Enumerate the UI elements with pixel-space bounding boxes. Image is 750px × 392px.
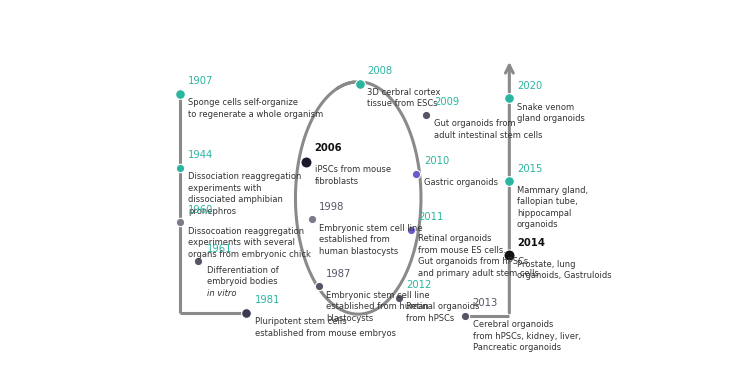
Text: iPSCs from mouse
fibroblasts: iPSCs from mouse fibroblasts: [315, 165, 391, 186]
Text: 2015: 2015: [517, 164, 542, 174]
Text: Differentiation of
embryoid bodies: Differentiation of embryoid bodies: [207, 266, 279, 286]
Text: 2008: 2008: [367, 66, 392, 76]
Text: Embryonic stem cell line
established from human
blastocysts: Embryonic stem cell line established fro…: [326, 290, 430, 323]
Text: 2009: 2009: [433, 97, 459, 107]
Text: Pluripotent stem cells
established from mouse embryos: Pluripotent stem cells established from …: [255, 317, 396, 338]
Text: 1998: 1998: [320, 201, 345, 212]
Text: 1944: 1944: [188, 150, 213, 160]
Text: Prostate, lung
organoids, Gastruloids: Prostate, lung organoids, Gastruloids: [517, 260, 611, 280]
Text: 1961: 1961: [207, 244, 232, 254]
Text: Retinal organoids
from mouse ES cells.
Gut organoids from hPSCs
and primary adul: Retinal organoids from mouse ES cells. G…: [418, 234, 539, 278]
Text: Sponge cells self-organize
to regenerate a whole organism: Sponge cells self-organize to regenerate…: [188, 98, 323, 119]
Text: in vitro: in vitro: [207, 289, 236, 298]
Text: 3D cerbral cortex
tissue from ESCs: 3D cerbral cortex tissue from ESCs: [367, 88, 440, 108]
Text: Dissociation reaggregation
experiments with
dissociated amphibian
pronephros: Dissociation reaggregation experiments w…: [188, 172, 302, 216]
Text: 2011: 2011: [418, 212, 443, 222]
Text: Embryonic stem cell line
established from
human blastocysts: Embryonic stem cell line established fro…: [320, 223, 423, 256]
Text: 1987: 1987: [326, 269, 352, 279]
Text: 1907: 1907: [188, 76, 213, 86]
Text: Dissocoation reaggregation
experiments with several
organs from embryonic chick: Dissocoation reaggregation experiments w…: [188, 227, 310, 259]
Text: Gut organoids from
adult intestinal stem cells: Gut organoids from adult intestinal stem…: [433, 120, 542, 140]
Text: Snake venom
gland organoids: Snake venom gland organoids: [517, 103, 585, 123]
Text: Gastric organoids: Gastric organoids: [424, 178, 498, 187]
Text: 1960: 1960: [188, 205, 213, 214]
Text: 2013: 2013: [472, 298, 498, 308]
Text: Retinal organoids
from hPSCs: Retinal organoids from hPSCs: [406, 302, 480, 323]
Text: 1981: 1981: [255, 295, 280, 305]
Text: 2012: 2012: [406, 280, 432, 290]
Text: 2006: 2006: [315, 143, 342, 153]
Text: Cerebral organoids
from hPSCs, kidney, liver,
Pancreatic organoids: Cerebral organoids from hPSCs, kidney, l…: [472, 320, 580, 352]
Text: 2010: 2010: [424, 156, 449, 166]
Text: Mammary gland,
fallopian tube,
hippocampal
organoids: Mammary gland, fallopian tube, hippocamp…: [517, 186, 588, 229]
Text: 2020: 2020: [517, 81, 542, 91]
Text: 2014: 2014: [517, 238, 545, 248]
